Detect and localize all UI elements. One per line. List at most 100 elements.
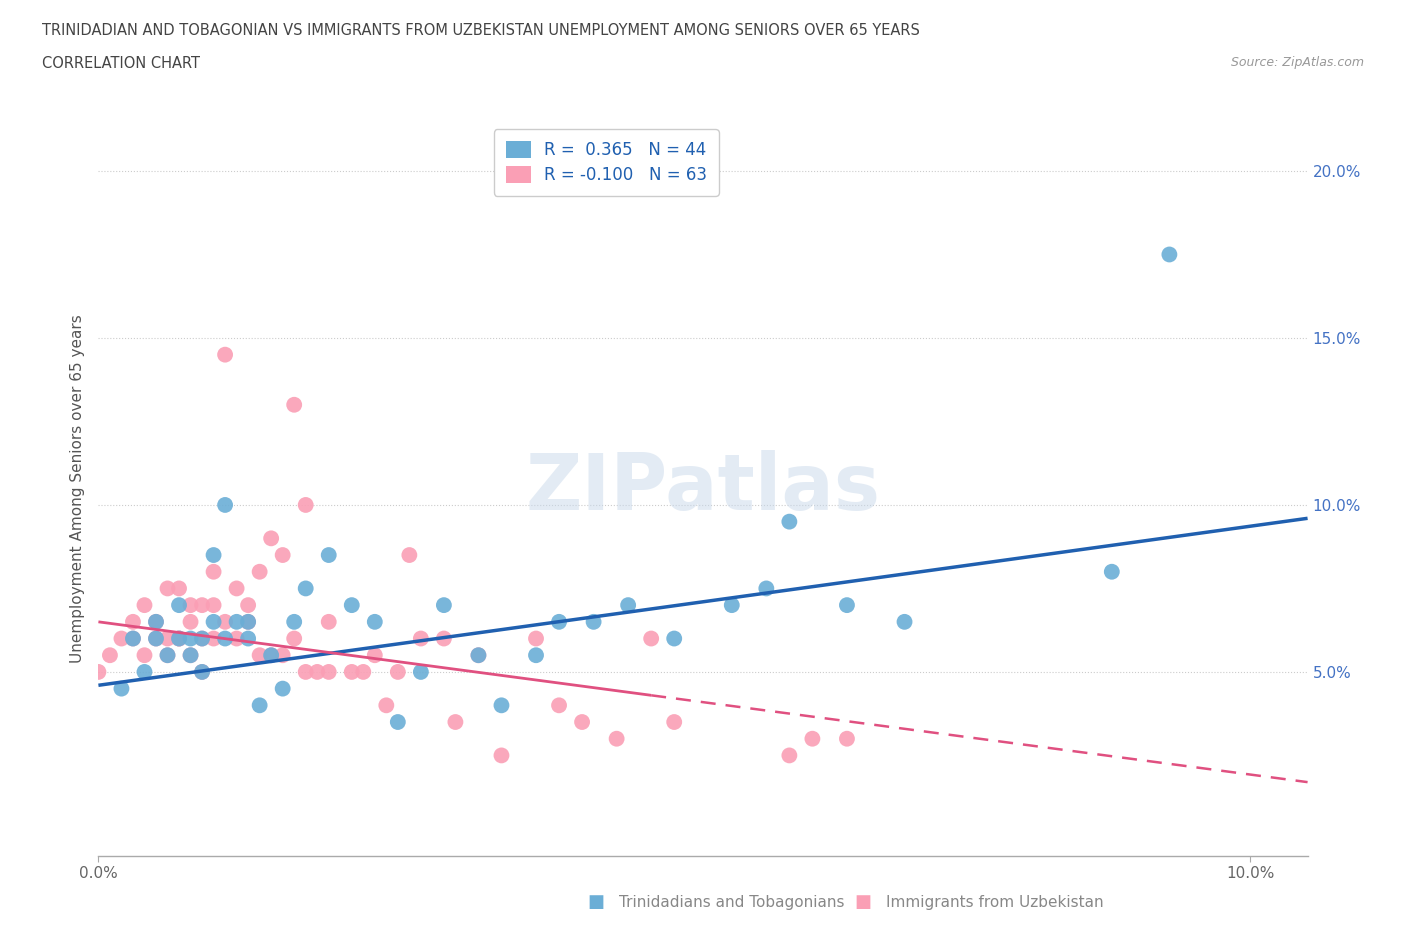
Y-axis label: Unemployment Among Seniors over 65 years: Unemployment Among Seniors over 65 years	[70, 314, 86, 662]
Point	[202, 615, 225, 630]
Text: ■: ■	[588, 893, 605, 911]
Point	[1101, 565, 1123, 579]
Point	[145, 631, 167, 646]
Point	[214, 498, 236, 512]
Point	[364, 648, 387, 663]
Point	[236, 615, 259, 630]
Point	[640, 631, 662, 646]
Point	[271, 548, 294, 563]
Point	[340, 664, 363, 679]
Point	[225, 615, 247, 630]
Point	[491, 698, 513, 712]
Point	[571, 714, 593, 729]
Point	[548, 698, 571, 712]
Point	[167, 631, 190, 646]
Point	[145, 631, 167, 646]
Point	[664, 631, 686, 646]
Point	[398, 548, 420, 563]
Point	[156, 648, 179, 663]
Point	[214, 347, 236, 362]
Point	[180, 598, 202, 613]
Point	[236, 631, 259, 646]
Point	[122, 615, 145, 630]
Point	[191, 631, 214, 646]
Point	[110, 681, 132, 696]
Point	[180, 648, 202, 663]
Point	[664, 714, 686, 729]
Point	[491, 748, 513, 763]
Point	[548, 615, 571, 630]
Point	[294, 498, 316, 512]
Point	[409, 631, 432, 646]
Point	[433, 598, 456, 613]
Point	[202, 598, 225, 613]
Point	[340, 598, 363, 613]
Point	[318, 615, 340, 630]
Point	[260, 531, 283, 546]
Point	[283, 397, 305, 412]
Point	[110, 631, 132, 646]
Text: Trinidadians and Tobagonians: Trinidadians and Tobagonians	[619, 895, 844, 910]
Point	[202, 631, 225, 646]
Point	[180, 615, 202, 630]
Point	[191, 664, 214, 679]
Point	[156, 581, 179, 596]
Point	[98, 648, 121, 663]
Point	[260, 648, 283, 663]
Point	[271, 648, 294, 663]
Text: Source: ZipAtlas.com: Source: ZipAtlas.com	[1230, 56, 1364, 69]
Point	[191, 598, 214, 613]
Text: CORRELATION CHART: CORRELATION CHART	[42, 56, 200, 71]
Point	[249, 565, 271, 579]
Point	[835, 731, 858, 746]
Point	[191, 631, 214, 646]
Point	[167, 598, 190, 613]
Point	[778, 748, 800, 763]
Point	[87, 664, 110, 679]
Point	[122, 631, 145, 646]
Point	[167, 631, 190, 646]
Point	[134, 648, 156, 663]
Point	[249, 648, 271, 663]
Legend: R =  0.365   N = 44, R = -0.100   N = 63: R = 0.365 N = 44, R = -0.100 N = 63	[494, 129, 718, 195]
Point	[271, 681, 294, 696]
Point	[122, 631, 145, 646]
Point	[375, 698, 398, 712]
Point	[145, 615, 167, 630]
Point	[387, 714, 409, 729]
Point	[180, 648, 202, 663]
Point	[467, 648, 489, 663]
Point	[893, 615, 915, 630]
Point	[307, 664, 329, 679]
Point	[294, 664, 316, 679]
Point	[225, 631, 247, 646]
Point	[1159, 247, 1181, 262]
Point	[225, 581, 247, 596]
Point	[134, 598, 156, 613]
Point	[835, 598, 858, 613]
Point	[214, 615, 236, 630]
Point	[720, 598, 742, 613]
Point	[167, 631, 190, 646]
Text: ZIPatlas: ZIPatlas	[526, 450, 880, 526]
Point	[283, 615, 305, 630]
Point	[606, 731, 628, 746]
Point	[202, 548, 225, 563]
Point	[755, 581, 778, 596]
Point	[352, 664, 374, 679]
Point	[364, 615, 387, 630]
Text: Immigrants from Uzbekistan: Immigrants from Uzbekistan	[886, 895, 1104, 910]
Point	[283, 631, 305, 646]
Point	[236, 598, 259, 613]
Point	[801, 731, 824, 746]
Point	[202, 565, 225, 579]
Point	[236, 615, 259, 630]
Point	[467, 648, 489, 663]
Point	[318, 548, 340, 563]
Point	[156, 648, 179, 663]
Point	[524, 631, 547, 646]
Point	[156, 631, 179, 646]
Point	[260, 648, 283, 663]
Point	[444, 714, 467, 729]
Point	[433, 631, 456, 646]
